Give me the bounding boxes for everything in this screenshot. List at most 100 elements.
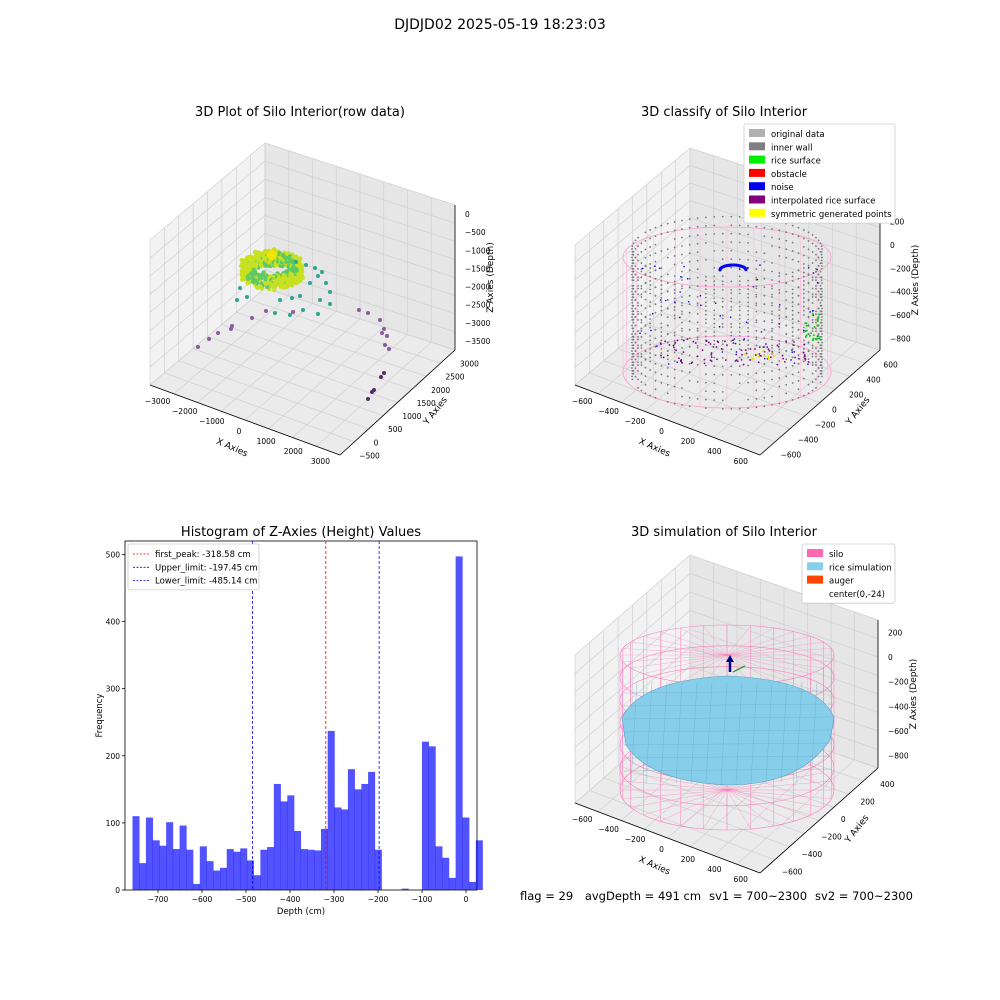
classify-wall-point	[681, 387, 683, 389]
classify-wall-point	[681, 313, 683, 315]
raw-z-tick-label: 0	[465, 210, 470, 219]
classify-grid-floor-x	[736, 341, 857, 447]
classify-z-tick-label: −200	[890, 264, 911, 273]
hist-bar	[260, 849, 268, 890]
classify-wall-point	[802, 237, 805, 240]
classify-wall-point	[815, 310, 817, 313]
hist-bar	[193, 883, 201, 890]
raw-teal-point	[278, 298, 282, 302]
raw-ring-point	[251, 279, 256, 285]
classify-rice-point	[816, 318, 819, 321]
classify-wall-point	[631, 364, 634, 366]
classify-wall-point	[704, 373, 707, 375]
classify-wall-point	[771, 344, 773, 347]
classify-wall-point	[660, 322, 663, 325]
classify-interp-point	[740, 359, 743, 361]
classify-wall-point	[688, 345, 691, 348]
classify-wall-point	[797, 260, 800, 263]
sim-rice-mesh	[795, 681, 803, 784]
raw-purple-point	[378, 318, 382, 322]
classify-wall-point	[747, 381, 750, 384]
classify-wall-point	[763, 226, 766, 229]
classify-wall-point	[649, 275, 652, 278]
classify-wall-point	[713, 365, 716, 368]
classify-wall-point	[640, 372, 643, 375]
raw-purple-point	[196, 345, 200, 349]
classify-wall-point	[637, 347, 639, 350]
classify-wall-point	[688, 405, 691, 408]
classify-wall-point	[778, 238, 781, 240]
raw-z-tick-label: −2000	[465, 283, 491, 292]
classify-wall-point	[696, 380, 699, 383]
classify-wall-point	[819, 310, 822, 313]
classify-wall-point	[632, 284, 635, 287]
classify-grid-floor-y	[661, 311, 851, 377]
classify-wall-point	[811, 296, 814, 298]
classify-rice-point	[816, 324, 819, 327]
classify-wall-point	[815, 313, 817, 316]
classify-wall-point	[802, 339, 805, 342]
classify-wall-point	[738, 407, 741, 410]
classify-wall-point	[637, 279, 639, 282]
classify-wall-point	[738, 305, 741, 308]
sim-silo-roof-spoke	[643, 654, 728, 674]
classify-wall-point	[721, 322, 724, 325]
classify-wall-point	[660, 305, 663, 308]
classify-wall-point	[713, 326, 716, 329]
classify-wall-point	[755, 389, 758, 392]
classify-wall-point	[660, 284, 663, 286]
classify-noise-point	[778, 322, 780, 325]
classify-wall-point	[681, 347, 683, 349]
sim-silo-roof-spoke	[680, 627, 728, 656]
hist-bar	[280, 801, 288, 890]
classify-wall-point	[730, 309, 733, 312]
sim-rice-mesh	[623, 755, 833, 759]
classify-wall-point	[802, 394, 805, 397]
classify-wall-point	[797, 337, 800, 340]
raw-teal-point	[298, 294, 302, 298]
raw-x-tick-label: 0	[237, 427, 242, 436]
classify-y-tick-label: −400	[798, 436, 819, 445]
raw-teal-point	[320, 270, 324, 274]
classify-wall-point	[673, 275, 676, 277]
classify-wall-point	[704, 242, 707, 244]
classify-legend-swatch	[749, 182, 765, 191]
raw-teal-point	[316, 312, 320, 316]
classify-wall-point	[649, 305, 652, 308]
classify-wall-point	[649, 284, 652, 286]
classify-interp-point	[783, 360, 786, 363]
classify-wall-point	[820, 259, 823, 262]
classify-interp-point	[716, 358, 718, 361]
classify-wall-point	[791, 288, 794, 291]
classify-legend-swatch	[749, 155, 765, 164]
classify-wall-point	[817, 307, 820, 310]
classify-wall-point	[696, 225, 699, 228]
classify-wall-point	[644, 256, 647, 259]
classify-wall-point	[763, 286, 766, 289]
sim-silo-floor-spoke	[726, 789, 751, 830]
classify-wall-point	[713, 300, 716, 303]
classify-wall-point	[747, 296, 750, 299]
classify-noise-point	[680, 275, 682, 278]
classify-x-axis-label: X Axies	[637, 437, 672, 460]
classify-wall-point	[681, 336, 683, 338]
classify-wall-point	[819, 335, 822, 338]
classify-wall-point	[640, 270, 643, 273]
classify-wall-point	[673, 377, 676, 379]
classify-wall-point	[747, 347, 750, 350]
classify-wall-point	[821, 350, 823, 352]
raw-purple-point	[291, 310, 295, 314]
classify-noise-point	[778, 303, 781, 306]
sim-title: 3D simulation of Silo Interior	[631, 525, 818, 540]
classify-wall-point	[755, 276, 758, 279]
raw-ring-point	[258, 284, 263, 289]
classify-wall-point	[820, 262, 823, 264]
classify-wall-point	[763, 269, 766, 272]
classify-wall-point	[632, 293, 635, 296]
sim-grid-zl	[574, 554, 691, 656]
classify-rice-point	[804, 335, 807, 338]
hist-x-tick-label: −700	[148, 895, 169, 904]
classify-noise-point	[718, 326, 721, 328]
figure-title: DJDJD02 2025-05-19 18:23:03	[394, 17, 606, 33]
